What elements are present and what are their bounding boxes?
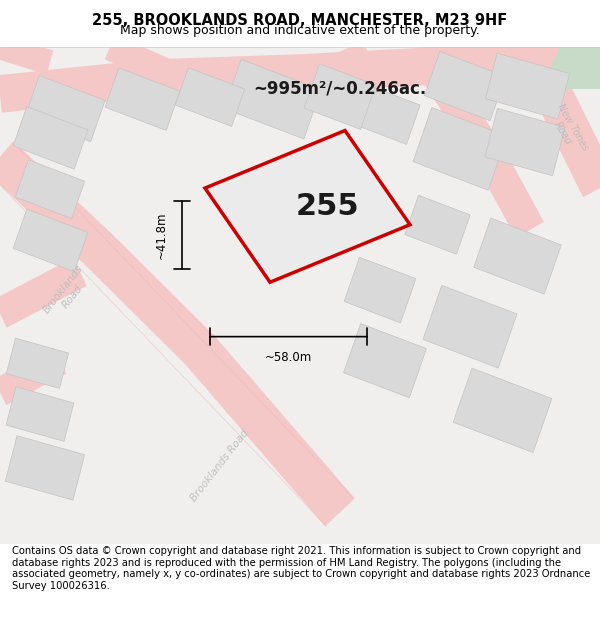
Text: ~41.8m: ~41.8m (155, 211, 168, 259)
Polygon shape (13, 209, 88, 272)
Polygon shape (0, 39, 600, 112)
Text: Brooklands Road: Brooklands Road (189, 428, 251, 503)
Polygon shape (13, 107, 88, 169)
Text: New Tones
Road: New Tones Road (545, 102, 590, 159)
Polygon shape (0, 348, 66, 405)
Polygon shape (224, 59, 321, 139)
Text: 255: 255 (296, 192, 359, 221)
Polygon shape (6, 387, 74, 441)
Polygon shape (0, 141, 355, 526)
Polygon shape (485, 53, 569, 119)
Text: Map shows position and indicative extent of the property.: Map shows position and indicative extent… (120, 24, 480, 36)
Polygon shape (355, 86, 420, 144)
Polygon shape (105, 68, 180, 131)
Polygon shape (540, 47, 600, 89)
Polygon shape (344, 324, 427, 398)
Polygon shape (413, 107, 507, 190)
Polygon shape (485, 108, 565, 176)
Polygon shape (304, 64, 376, 129)
Polygon shape (205, 131, 410, 282)
Text: 255, BROOKLANDS ROAD, MANCHESTER, M23 9HF: 255, BROOKLANDS ROAD, MANCHESTER, M23 9H… (92, 13, 508, 28)
Polygon shape (337, 41, 393, 121)
Polygon shape (513, 38, 600, 198)
Text: ~58.0m: ~58.0m (265, 351, 312, 364)
Polygon shape (407, 38, 544, 238)
Polygon shape (0, 35, 53, 74)
Polygon shape (423, 286, 517, 368)
Polygon shape (474, 218, 561, 294)
Polygon shape (5, 436, 85, 500)
Polygon shape (7, 338, 68, 388)
Polygon shape (0, 258, 87, 328)
Polygon shape (344, 258, 416, 323)
Polygon shape (25, 76, 105, 142)
Polygon shape (175, 68, 245, 126)
Text: Contains OS data © Crown copyright and database right 2021. This information is : Contains OS data © Crown copyright and d… (12, 546, 590, 591)
Polygon shape (405, 195, 470, 254)
Polygon shape (424, 51, 506, 121)
Text: Brooklands
Road: Brooklands Road (41, 263, 94, 322)
Polygon shape (105, 34, 185, 91)
Polygon shape (16, 160, 85, 219)
Polygon shape (453, 368, 552, 452)
Text: ~995m²/~0.246ac.: ~995m²/~0.246ac. (253, 80, 427, 98)
